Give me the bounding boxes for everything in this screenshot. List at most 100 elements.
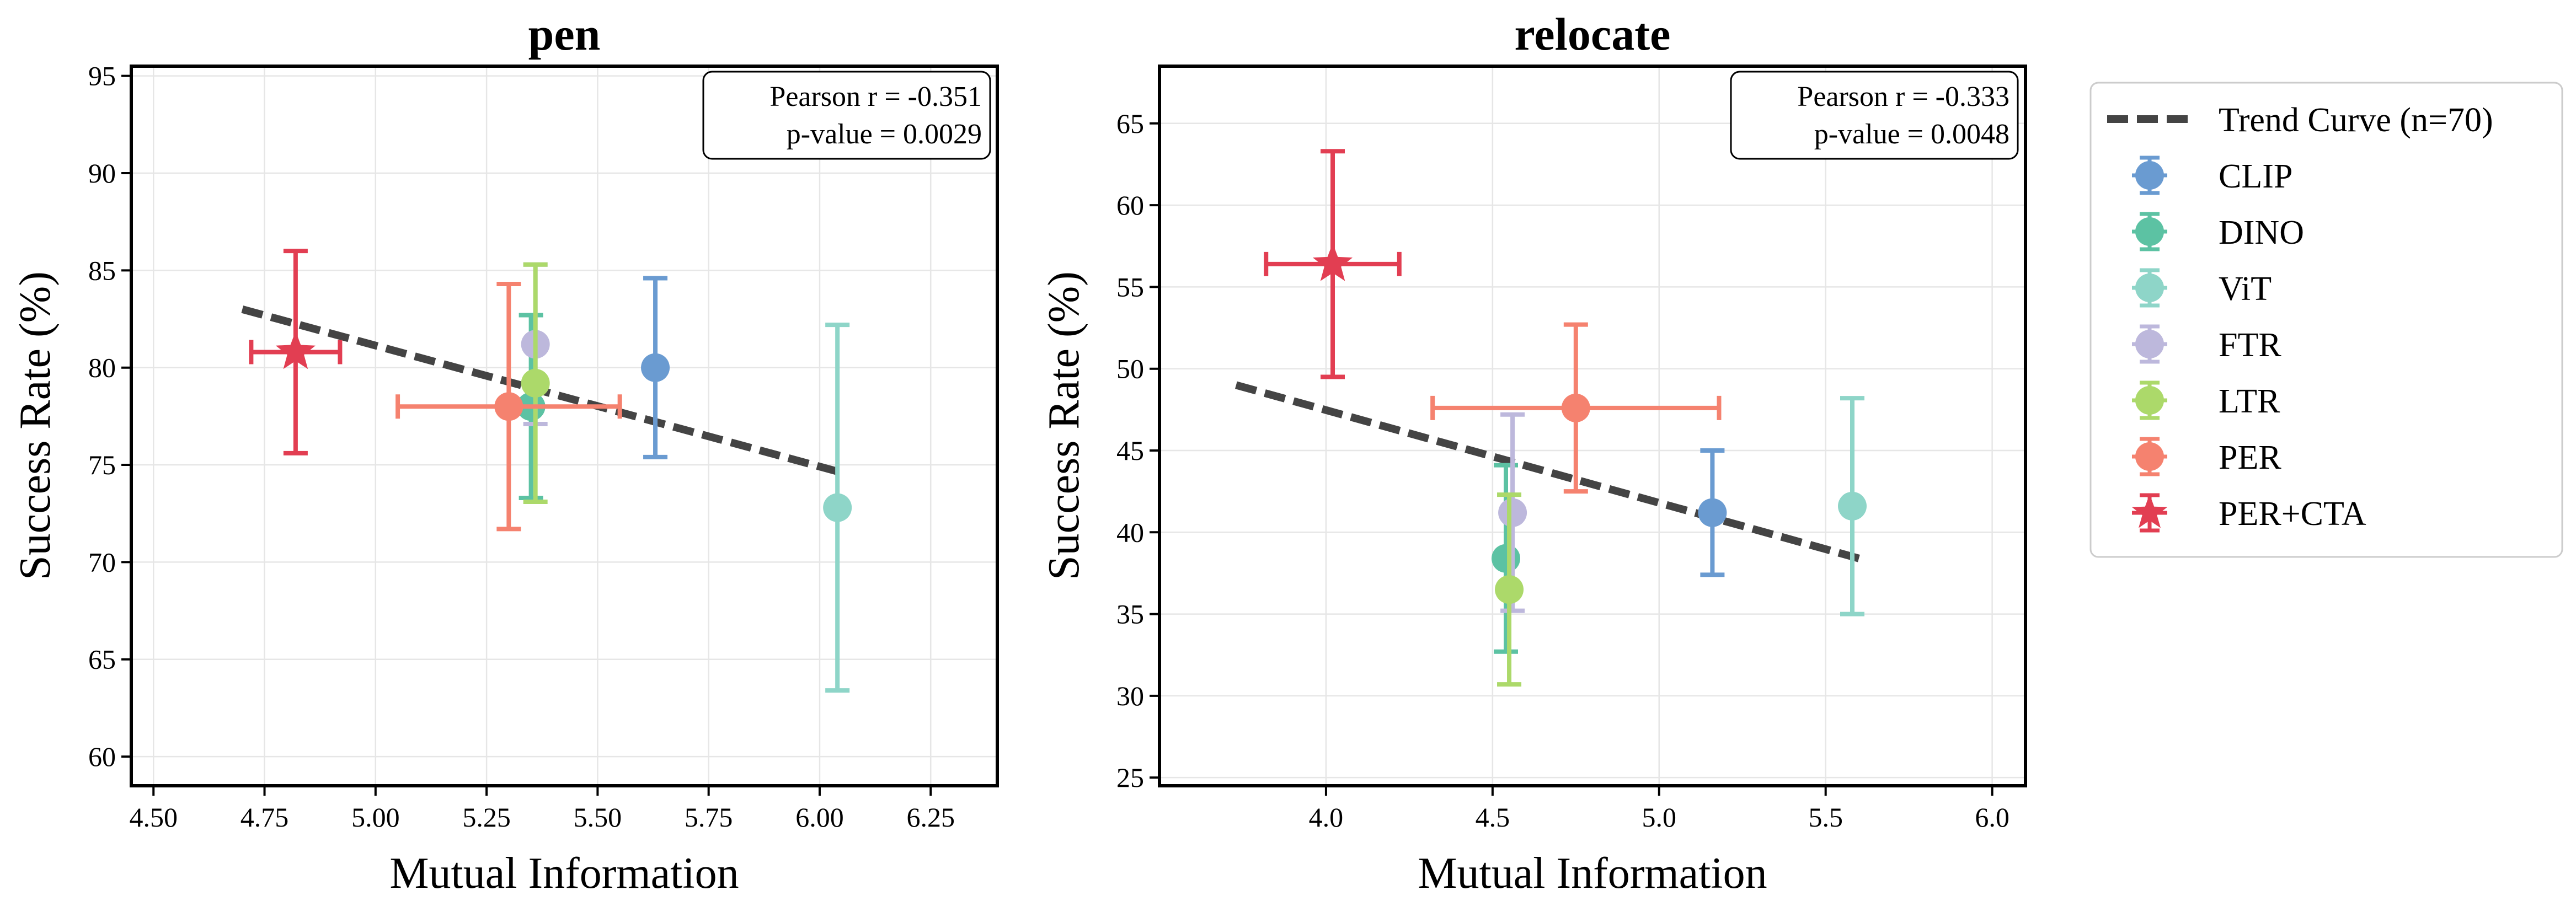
- pen-stats-box: Pearson r = -0.351 p-value = 0.0029: [702, 71, 991, 160]
- pen-vit-point: [823, 323, 852, 693]
- legend-entry-clip-label: CLIP: [2219, 158, 2292, 195]
- relocate-per-point: [1430, 322, 1722, 494]
- relocate-x-tick-label: 6.0: [1975, 802, 2010, 833]
- legend-entry-trend: Trend Curve (n=70): [2107, 101, 2493, 139]
- relocate-y-tick-label: 40: [1116, 517, 1144, 548]
- relocate-vit-point: [1838, 396, 1867, 616]
- legend-entry-clip-circle-icon: [2135, 161, 2164, 190]
- pen-stats-frame: [702, 71, 991, 160]
- relocate-y-tick-label: 60: [1116, 190, 1144, 221]
- relocate-y-axis-label: Success Rate (%): [1040, 271, 1088, 580]
- legend-entry-dino-label: DINO: [2219, 214, 2304, 251]
- legend-entry-clip: CLIP: [2132, 155, 2292, 195]
- legend-entry-vit-circle-icon: [2135, 274, 2164, 302]
- relocate-pearson-r: Pearson r = -0.333: [1797, 81, 2010, 112]
- pen-y-tick-label: 70: [88, 546, 116, 577]
- relocate-stats-frame: [1730, 71, 2019, 160]
- legend-entry-per-cta-star-icon: [2131, 494, 2168, 528]
- relocate-clip-circle-marker: [1698, 498, 1727, 527]
- relocate-ltr-circle-marker: [1495, 575, 1524, 604]
- relocate-marks: [1264, 149, 1867, 687]
- pen-y-tick-label: 85: [88, 255, 116, 286]
- pen-ticks: 4.50 4.75 5.00 5.25 5.50 5.75 6.00 6.25 60 65 70 75…: [88, 61, 955, 833]
- relocate-clip-point: [1698, 448, 1727, 577]
- relocate-y-tick-label: 55: [1116, 271, 1144, 302]
- pen-per-cta-point: [249, 249, 343, 455]
- pen-vit-circle-marker: [823, 493, 852, 522]
- pen-x-tick-label: 6.25: [906, 802, 955, 833]
- pen-y-tick-label: 65: [88, 644, 116, 675]
- pen-ltr-circle-marker: [521, 368, 550, 398]
- relocate-chart-title: relocate: [1515, 9, 1671, 60]
- legend-entry-ltr: LTR: [2132, 380, 2280, 420]
- relocate-x-tick-label: 5.5: [1808, 802, 1843, 833]
- pen-y-tick-label: 95: [88, 61, 116, 92]
- relocate-panel: 4.0 4.5 5.0 5.5 6.0 25 30 35 40 45 50 55 60 65 reloca…: [1040, 9, 2027, 898]
- pen-x-tick-label: 5.00: [351, 802, 400, 833]
- pen-x-tick-label: 4.75: [241, 802, 289, 833]
- relocate-p-value: p-value = 0.0048: [1814, 119, 2010, 150]
- relocate-ticks: 4.0 4.5 5.0 5.5 6.0 25 30 35 40 45 50 55 60 65: [1116, 108, 2010, 833]
- pen-axes-frame: [130, 65, 999, 787]
- relocate-vit-circle-marker: [1838, 491, 1867, 521]
- legend-entry-per-circle-icon: [2135, 442, 2164, 471]
- legend-entry-ftr: FTR: [2132, 324, 2281, 364]
- pen-grid: [131, 66, 997, 786]
- pen-y-tick-label: 75: [88, 449, 116, 480]
- pen-y-axis-label: Success Rate (%): [11, 271, 60, 580]
- pen-per-point: [396, 282, 622, 532]
- pen-ltr-point: [521, 262, 550, 505]
- pen-panel: 4.50 4.75 5.00 5.25 5.50 5.75 6.00 6.25 60 65 70 75…: [11, 9, 999, 898]
- legend-entry-ltr-circle-icon: [2135, 386, 2164, 415]
- pen-y-tick-label: 80: [88, 352, 116, 383]
- pen-clip-point: [641, 276, 670, 459]
- relocate-axes-frame: [1158, 65, 2027, 787]
- relocate-grid: [1159, 66, 2025, 786]
- relocate-y-tick-label: 35: [1116, 599, 1144, 630]
- pen-x-tick-label: 5.25: [462, 802, 511, 833]
- legend-entry-per: PER: [2132, 437, 2281, 476]
- legend-entry-ftr-circle-icon: [2135, 330, 2164, 358]
- relocate-per-circle-marker: [1561, 393, 1590, 422]
- pen-clip-circle-marker: [641, 353, 670, 382]
- relocate-x-tick-label: 4.0: [1309, 802, 1344, 833]
- legend: Trend Curve (n=70) CLIP DINO ViT FTR LTR PER P…: [2089, 82, 2563, 558]
- legend-entry-ftr-label: FTR: [2219, 326, 2281, 364]
- legend-entry-vit: ViT: [2132, 268, 2272, 308]
- relocate-trend-line: [1235, 381, 1860, 562]
- relocate-x-tick-label: 4.5: [1476, 802, 1510, 833]
- relocate-y-tick-label: 65: [1116, 108, 1144, 139]
- legend-label-trend: Trend Curve (n=70): [2219, 101, 2493, 139]
- relocate-per-cta-star-marker: [1312, 243, 1353, 281]
- relocate-dino-circle-marker: [1492, 544, 1520, 573]
- legend-entry-per-cta: PER+CTA: [2131, 493, 2366, 533]
- legend-entry-per-cta-label: PER+CTA: [2219, 495, 2366, 533]
- relocate-y-tick-label: 50: [1116, 353, 1144, 384]
- pen-y-tick-label: 90: [88, 158, 116, 189]
- pen-x-tick-label: 6.00: [795, 802, 844, 833]
- pen-x-axis-label: Mutual Information: [389, 849, 739, 898]
- legend-entries: CLIP DINO ViT FTR LTR PER PER+CTA: [2131, 155, 2366, 533]
- pen-pearson-r: Pearson r = -0.351: [769, 81, 982, 112]
- relocate-y-tick-label: 45: [1116, 435, 1144, 466]
- relocate-ftr-circle-marker: [1498, 498, 1527, 527]
- relocate-y-tick-label: 25: [1116, 762, 1144, 793]
- legend-entry-per-label: PER: [2219, 439, 2281, 476]
- relocate-ltr-point: [1495, 492, 1524, 687]
- pen-per-cta-star-marker: [275, 331, 316, 369]
- pen-per-circle-marker: [494, 392, 523, 421]
- relocate-x-axis-label: Mutual Information: [1418, 849, 1767, 898]
- relocate-x-tick-label: 5.0: [1642, 802, 1677, 833]
- pen-marks: [249, 249, 852, 693]
- legend-entry-vit-label: ViT: [2219, 270, 2272, 308]
- relocate-y-tick-label: 30: [1116, 680, 1144, 711]
- relocate-trend-layer: [1235, 381, 1860, 562]
- legend-entry-dino: DINO: [2132, 212, 2304, 251]
- pen-chart-title: pen: [528, 9, 601, 60]
- legend-entry-ltr-label: LTR: [2219, 383, 2280, 420]
- pen-x-tick-label: 4.50: [130, 802, 178, 833]
- pen-y-tick-label: 60: [88, 741, 116, 772]
- legend-entry-dino-circle-icon: [2135, 217, 2164, 246]
- relocate-per-cta-point: [1264, 149, 1402, 379]
- pen-p-value: p-value = 0.0029: [787, 119, 982, 150]
